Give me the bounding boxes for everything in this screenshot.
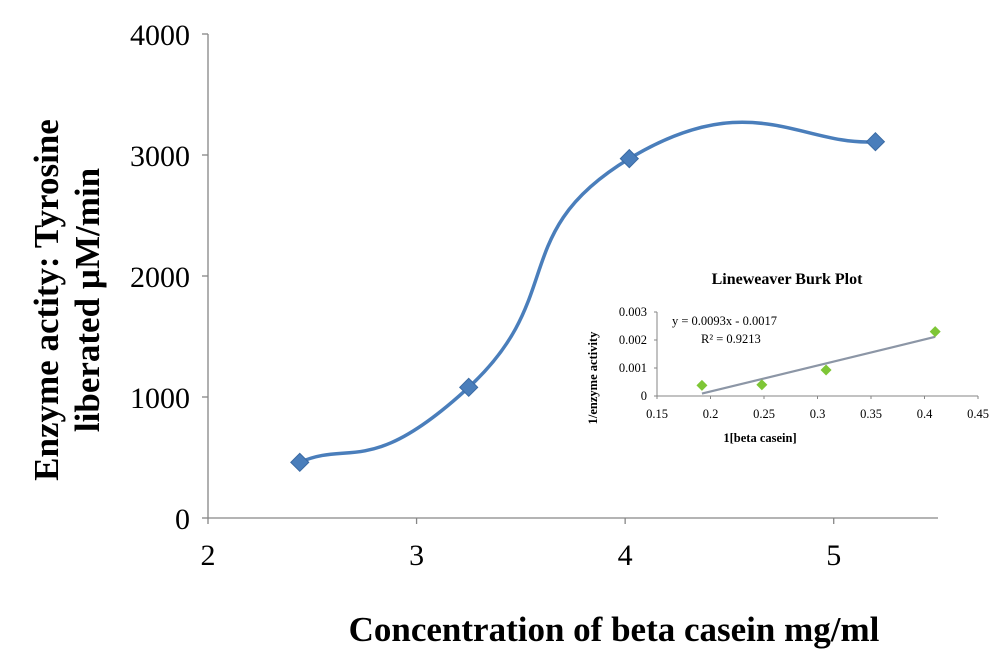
data-point-marker [865,131,886,152]
x-tick-label: 5 [826,539,841,572]
inset-x-tick-label: 0.3 [810,407,826,421]
inset-x-tick-label: 0.45 [967,407,989,421]
trendline-equation: y = 0.0093x - 0.0017 [672,314,777,328]
trendline [701,335,936,395]
y-axis-title: Enzyme actity: Tyrosine liberated µM/min [27,119,107,481]
y-axis-title-line: liberated µM/min [68,168,107,432]
y-tick-label: 1000 [130,382,190,415]
x-tick-label: 4 [618,539,633,572]
inset-x-tick-label: 0.4 [917,407,933,421]
inset-lineweaver-burk-chart: Lineweaver Burk Plot 0 0.001 0.002 0.003 0.15… [586,271,989,445]
y-tick-label: 2000 [130,261,190,294]
main-chart: 0 1000 2000 3000 4000 2 3 4 5 Concentration of be… [27,19,938,649]
data-point-marker [290,452,310,473]
x-axis-title: Concentration of beta casein mg/ml [349,610,880,649]
inset-y-tick-label: 0 [641,389,647,403]
inset-y-tick-label: 0.002 [619,333,647,347]
inset-x-tick-label: 0.25 [753,407,775,421]
inset-y-axis-title-wrap: 1/enzyme activity [586,331,600,424]
inset-x-tick-label: 0.2 [703,407,719,421]
inset-y-tick-label: 0.001 [619,361,647,375]
inset-x-tick-label: 0.35 [860,407,882,421]
inset-x-axis-title: 1[beta casein] [723,431,796,445]
inset-x-tick-label: 0.15 [646,407,668,421]
y-tick-label: 3000 [130,140,190,173]
y-tick-label: 4000 [130,19,190,52]
data-point-marker [459,377,479,398]
y-tick-label: 0 [175,503,190,536]
inset-y-axis-title: 1/enzyme activity [586,331,600,424]
x-tick-label: 2 [201,539,216,572]
y-axis-title-line: Enzyme actity: Tyrosine [27,119,66,481]
trendline-r-squared: R² = 0.9213 [701,332,761,346]
inset-data-point-marker [820,364,832,376]
inset-data-point-marker [756,379,768,391]
inset-chart-title: Lineweaver Burk Plot [712,271,863,288]
data-point-marker [619,148,640,169]
inset-data-point-marker [696,379,708,391]
inset-data-point-marker [929,326,941,338]
x-tick-label: 3 [409,539,424,572]
series-line [299,120,876,464]
inset-y-tick-label: 0.003 [619,305,647,319]
